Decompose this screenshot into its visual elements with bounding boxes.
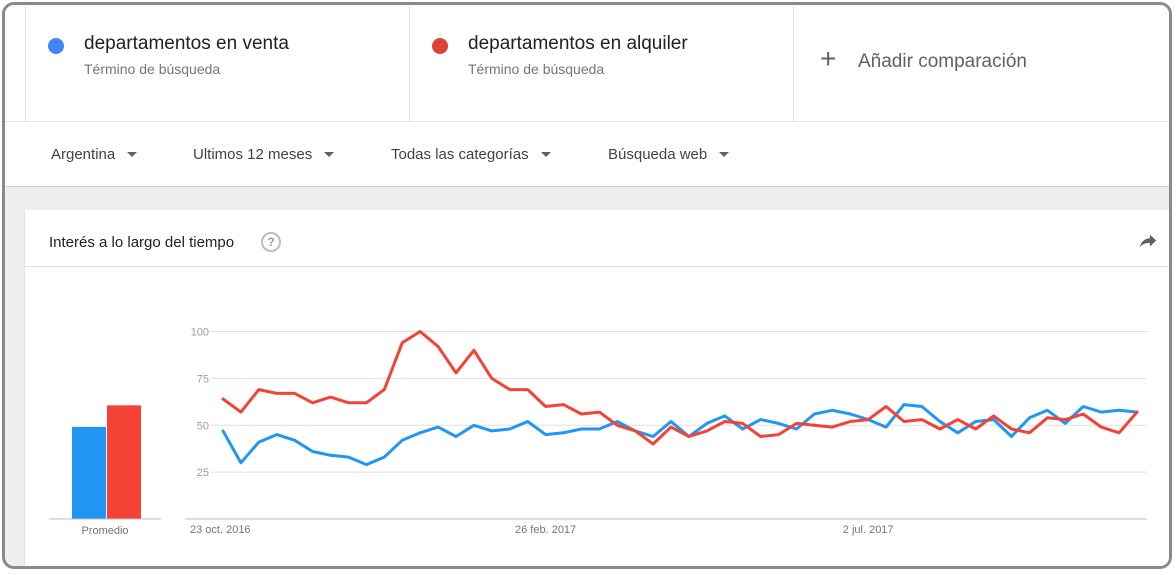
x-tick-label: 2 jul. 2017: [843, 524, 894, 536]
series-line-alquiler: [221, 330, 1139, 446]
average-bar-alquiler: [107, 405, 141, 519]
average-bar-venta: [72, 426, 106, 519]
search-type-dropdown[interactable]: Búsqueda web: [608, 146, 730, 163]
term-name: departamentos en alquiler: [468, 33, 688, 54]
filters-bar: Argentina Ultimos 12 meses Todas las cat…: [5, 121, 1169, 187]
y-tick-label: 75: [197, 373, 209, 385]
series-line-venta: [221, 403, 1139, 467]
average-category-label: Promedio: [81, 525, 128, 537]
term-type: Término de búsqueda: [468, 61, 605, 77]
share-icon[interactable]: [1137, 230, 1159, 252]
series-color-dot-red-icon: [432, 38, 448, 54]
card-title: Interés a lo largo del tiempo: [49, 234, 235, 251]
search-type-value: Búsqueda web: [608, 146, 708, 163]
term-card-alquiler[interactable]: departamentos en alquiler Término de bús…: [410, 5, 794, 121]
category-dropdown[interactable]: Todas las categorías: [391, 146, 551, 163]
region-value: Argentina: [51, 146, 116, 163]
search-terms-bar: departamentos en venta Término de búsque…: [5, 5, 1169, 121]
card-header: Interés a lo largo del tiempo ?: [25, 210, 1169, 267]
add-comparison-button[interactable]: + Añadir comparación: [794, 5, 1169, 121]
interest-chart: 25 50 75 100 23 oct. 2016 26 feb. 2017 2 jul. …: [49, 327, 1147, 537]
series-color-dot-blue-icon: [48, 38, 64, 54]
period-dropdown[interactable]: Ultimos 12 meses: [193, 146, 335, 163]
plus-icon: +: [820, 43, 837, 74]
term-card-venta[interactable]: departamentos en venta Término de búsque…: [25, 5, 410, 121]
add-comparison-label: Añadir comparación: [858, 51, 1027, 72]
x-tick-label: 26 feb. 2017: [515, 524, 576, 536]
x-tick-label: 23 oct. 2016: [190, 524, 251, 536]
y-tick-label: 25: [197, 467, 209, 479]
interest-over-time-card: Interés a lo largo del tiempo ? 25 50 75 10…: [25, 210, 1169, 566]
y-tick-label: 100: [191, 327, 209, 339]
caret-down-icon: [324, 151, 335, 157]
term-type: Término de búsqueda: [84, 61, 221, 77]
category-value: Todas las categorías: [391, 146, 529, 163]
region-dropdown[interactable]: Argentina: [51, 146, 138, 163]
caret-down-icon: [540, 151, 551, 157]
period-value: Ultimos 12 meses: [193, 146, 313, 163]
help-icon[interactable]: ?: [261, 232, 281, 252]
term-name: departamentos en venta: [84, 33, 289, 54]
y-tick-label: 50: [197, 420, 209, 432]
caret-down-icon: [719, 151, 730, 157]
caret-down-icon: [127, 151, 138, 157]
